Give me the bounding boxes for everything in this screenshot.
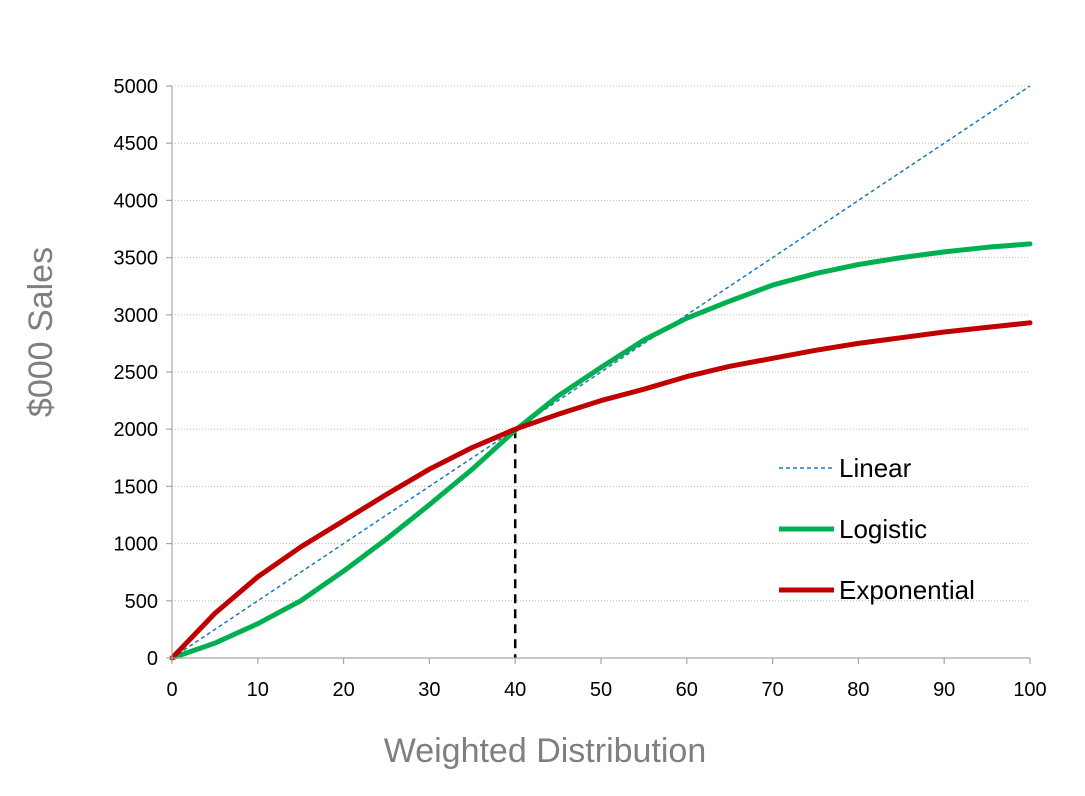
x-tick-label-4: 40 [504, 679, 526, 701]
axes [166, 85, 1031, 664]
legend-label-exponential: Exponential [839, 575, 975, 605]
x-tick-label-7: 70 [761, 679, 783, 701]
series-line-exponential [169, 320, 1033, 661]
legend: Linear Logistic Exponential [779, 453, 975, 605]
x-tick-label-6: 60 [676, 679, 698, 701]
tick-labels: 0500100015002000250030003500400045005000… [114, 76, 1047, 701]
x-tick-label-2: 20 [332, 679, 354, 701]
y-tick-label-1: 500 [125, 591, 158, 613]
y-tick-label-4: 2000 [114, 419, 159, 441]
x-axis-title: Weighted Distribution [384, 732, 707, 770]
y-tick-label-7: 3500 [114, 248, 159, 270]
legend-label-logistic: Logistic [839, 514, 927, 544]
legend-label-linear: Linear [839, 453, 912, 483]
y-axis-title: $000 Sales [22, 247, 60, 417]
series-layer [169, 85, 1033, 661]
y-tick-label-8: 4000 [114, 190, 159, 212]
y-tick-label-2: 1000 [114, 534, 159, 556]
y-tick-label-10: 5000 [114, 76, 159, 98]
y-tick-label-0: 0 [147, 648, 158, 670]
x-tick-label-9: 90 [933, 679, 955, 701]
y-tick-label-6: 3000 [114, 305, 159, 327]
x-tick-label-0: 0 [166, 679, 177, 701]
x-tick-label-5: 50 [590, 679, 612, 701]
y-tick-label-9: 4500 [114, 133, 159, 155]
series-line-linear [171, 85, 1031, 659]
x-tick-label-1: 10 [247, 679, 269, 701]
x-tick-label-8: 80 [847, 679, 869, 701]
series-line-logistic [169, 241, 1033, 661]
y-tick-label-5: 2500 [114, 362, 159, 384]
y-tick-label-3: 1500 [114, 476, 159, 498]
x-tick-label-3: 30 [418, 679, 440, 701]
x-tick-label-10: 100 [1013, 679, 1046, 701]
